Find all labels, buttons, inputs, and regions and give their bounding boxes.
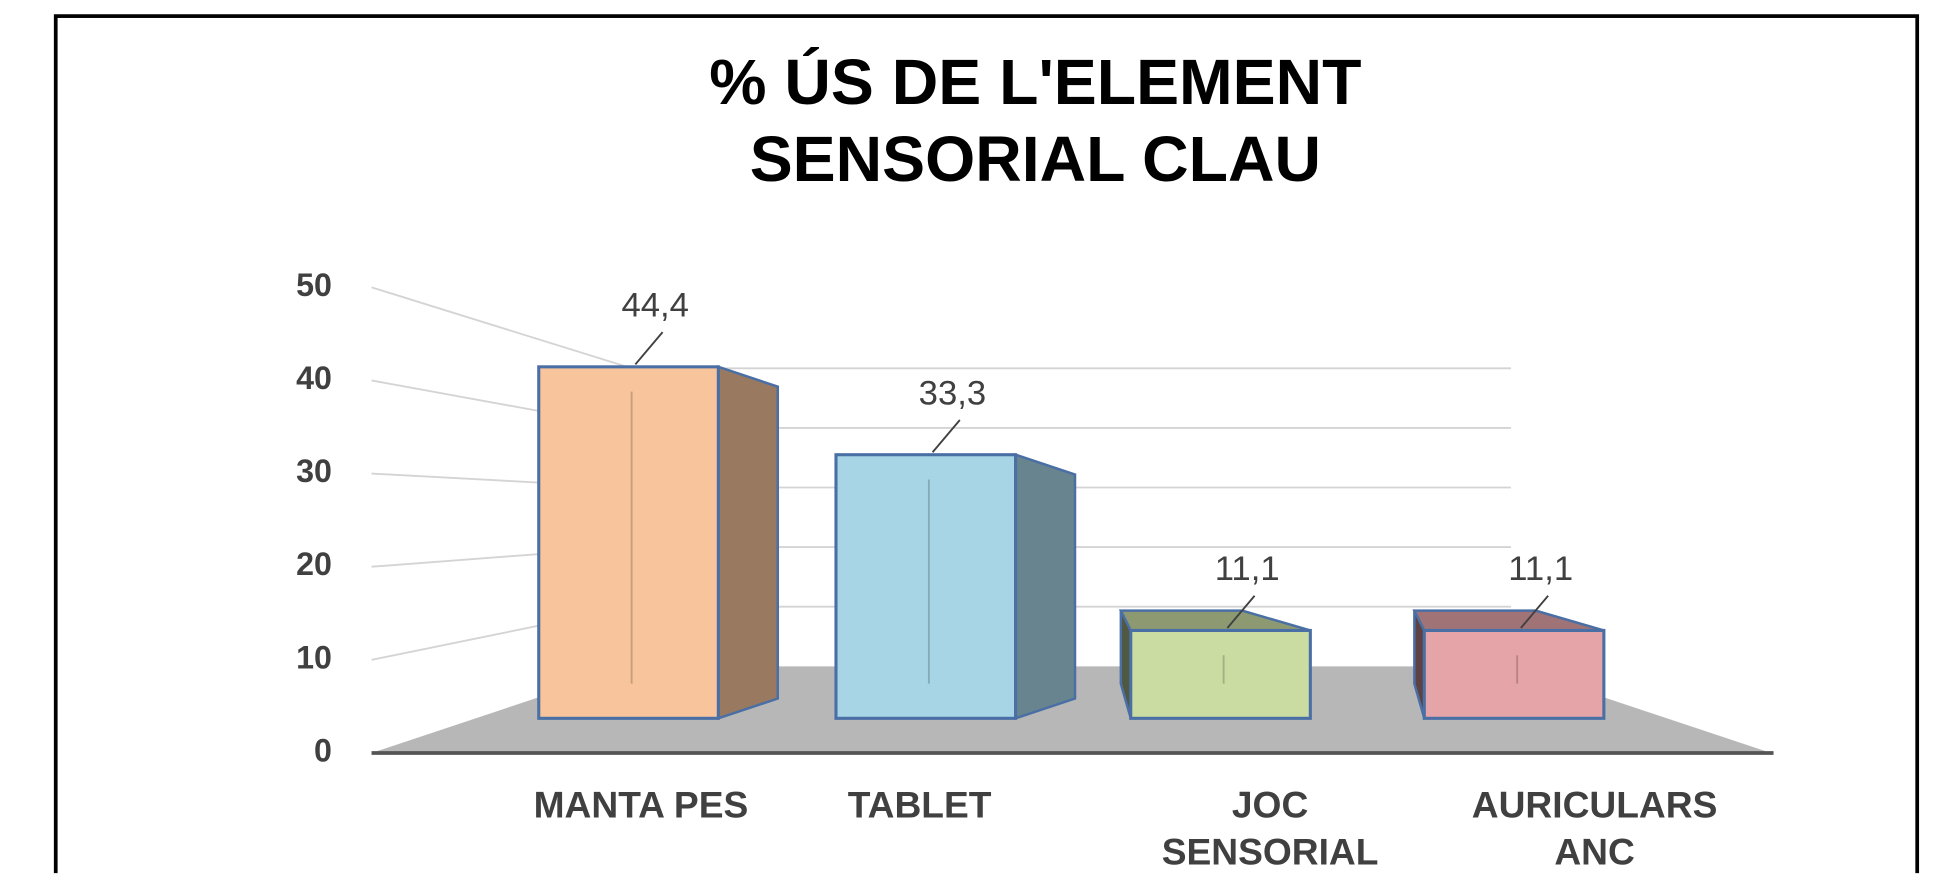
leader-line [1520, 595, 1549, 629]
y-tick-label: 0 [314, 733, 332, 769]
leader-line [634, 331, 664, 365]
bar [537, 365, 720, 720]
y-tick-label: 30 [296, 453, 332, 489]
data-label: 11,1 [1215, 550, 1280, 588]
x-tick-label: TABLET [847, 785, 992, 827]
y-tick-label: 50 [296, 267, 332, 303]
bar [1129, 628, 1312, 720]
y-tick-label: 40 [296, 360, 332, 396]
x-tick-label: AURICULARS ANC [1471, 785, 1718, 874]
data-label: 11,1 [1508, 550, 1573, 588]
y-tick-label: 20 [296, 546, 332, 582]
grid-line [371, 286, 632, 370]
data-label: 33,3 [919, 374, 986, 412]
leader-line [1226, 595, 1256, 629]
bar-side [1014, 452, 1077, 721]
bar [1422, 628, 1606, 720]
bar-side [717, 365, 780, 721]
y-tick-label: 10 [296, 639, 332, 675]
data-label: 44,4 [621, 287, 688, 325]
chart-title: % ÚS DE L'ELEMENT SENSORIAL CLAU [709, 47, 1362, 196]
x-tick-label: JOC SENSORIAL [1161, 785, 1379, 874]
bar [834, 453, 1018, 720]
leader-line [931, 419, 961, 453]
x-tick-label: MANTA PES [533, 785, 749, 827]
